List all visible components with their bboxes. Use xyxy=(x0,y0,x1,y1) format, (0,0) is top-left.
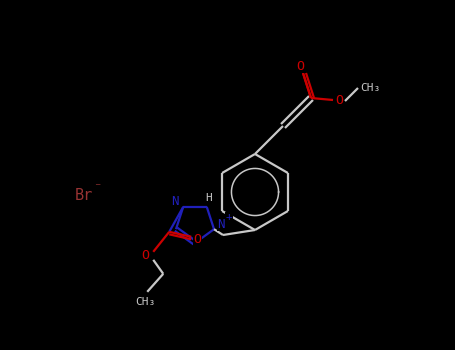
Text: Br: Br xyxy=(75,188,93,203)
Text: O: O xyxy=(335,94,343,107)
Text: +: + xyxy=(226,212,233,222)
Text: CH₃: CH₃ xyxy=(135,297,155,307)
Text: N: N xyxy=(172,195,179,208)
Text: O: O xyxy=(193,233,201,246)
Text: H: H xyxy=(205,193,212,203)
Text: O: O xyxy=(296,60,304,72)
Text: N: N xyxy=(217,218,225,231)
Text: O: O xyxy=(141,249,149,262)
Text: CH₃: CH₃ xyxy=(360,83,380,93)
Text: ⁻: ⁻ xyxy=(93,181,101,195)
